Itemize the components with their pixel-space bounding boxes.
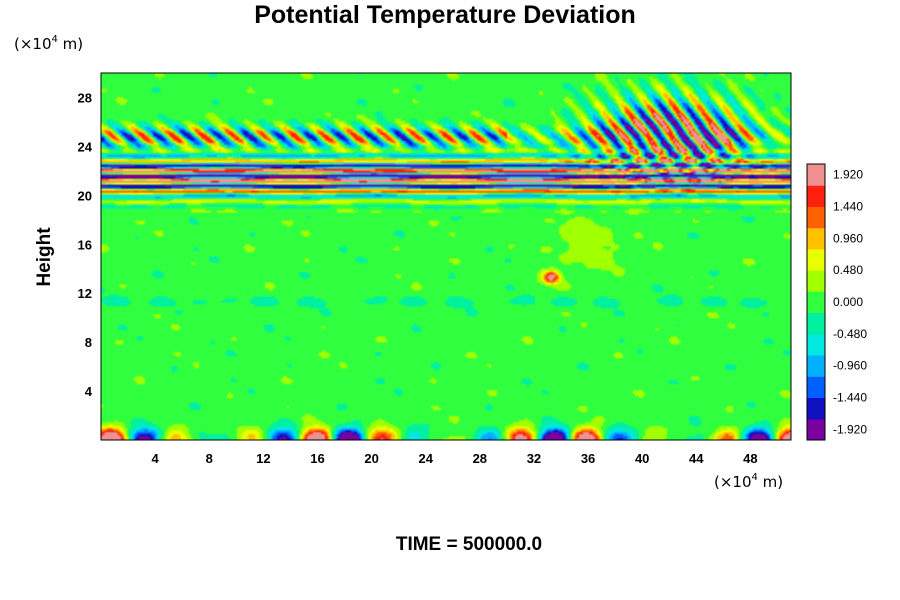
colorbar-swatch [807,227,825,250]
colorbar-swatch [807,164,825,186]
colorbar-swatch [807,291,825,314]
y-tick-label: 20 [78,188,92,203]
colorbar-swatch [807,418,825,441]
y-axis-unit: (×104 m) [14,34,83,53]
chart-title: Potential Temperature Deviation [254,1,636,29]
colorbar-swatch [807,270,825,292]
x-axis-ticks: 4 8 12 16 20 24 28 32 36 40 44 48 [152,451,758,466]
x-tick-label: 12 [256,451,270,466]
colorbar-swatch [807,248,825,271]
x-tick-label: 8 [206,451,213,466]
colorbar-labels: 1.920 1.440 0.960 0.480 0.000 -0.480 -0.960 -1.… [833,168,867,437]
y-axis-label: Height [34,227,55,287]
colorbar-label: -0.480 [833,327,867,341]
x-tick-label: 20 [364,451,378,466]
x-tick-label: 16 [310,451,324,466]
colorbar-label: 1.440 [833,199,863,213]
y-tick-label: 24 [78,139,93,154]
colorbar-label: -0.960 [833,359,867,373]
plot-area [100,72,792,441]
colorbar-swatch [807,333,825,356]
y-tick-label: 12 [78,286,92,301]
colorbar [806,163,826,441]
colorbar-swatch [807,185,825,207]
colorbar-swatch [807,206,825,229]
colorbar-label: 0.480 [833,263,863,277]
x-axis-unit: (×104 m) [714,472,783,491]
y-axis-ticks: 4 8 12 16 20 24 28 [78,90,93,399]
colorbar-label: 0.960 [833,231,863,245]
heatmap-field [101,73,791,440]
colorbar-label: 0.000 [833,295,863,309]
y-tick-label: 8 [85,335,92,350]
colorbar-swatch [807,312,825,335]
colorbar-label: -1.920 [833,422,867,436]
y-tick-label: 4 [85,384,93,399]
time-label: TIME = 500000.0 [396,534,542,555]
colorbar-swatch [807,355,825,377]
colorbar-label: 1.920 [833,168,863,182]
x-tick-label: 24 [418,451,433,466]
x-tick-label: 28 [473,451,487,466]
y-tick-label: 28 [78,90,92,105]
x-tick-label: 40 [635,451,649,466]
x-tick-label: 48 [743,451,757,466]
colorbar-frame [806,163,826,441]
colorbar-swatch [807,397,825,420]
x-tick-label: 32 [527,451,541,466]
x-tick-label: 36 [581,451,595,466]
x-tick-label: 4 [152,451,160,466]
y-tick-label: 16 [78,237,92,252]
plot-frame [100,72,792,441]
colorbar-swatch [807,376,825,399]
x-tick-label: 44 [689,451,704,466]
colorbar-label: -1.440 [833,391,867,405]
